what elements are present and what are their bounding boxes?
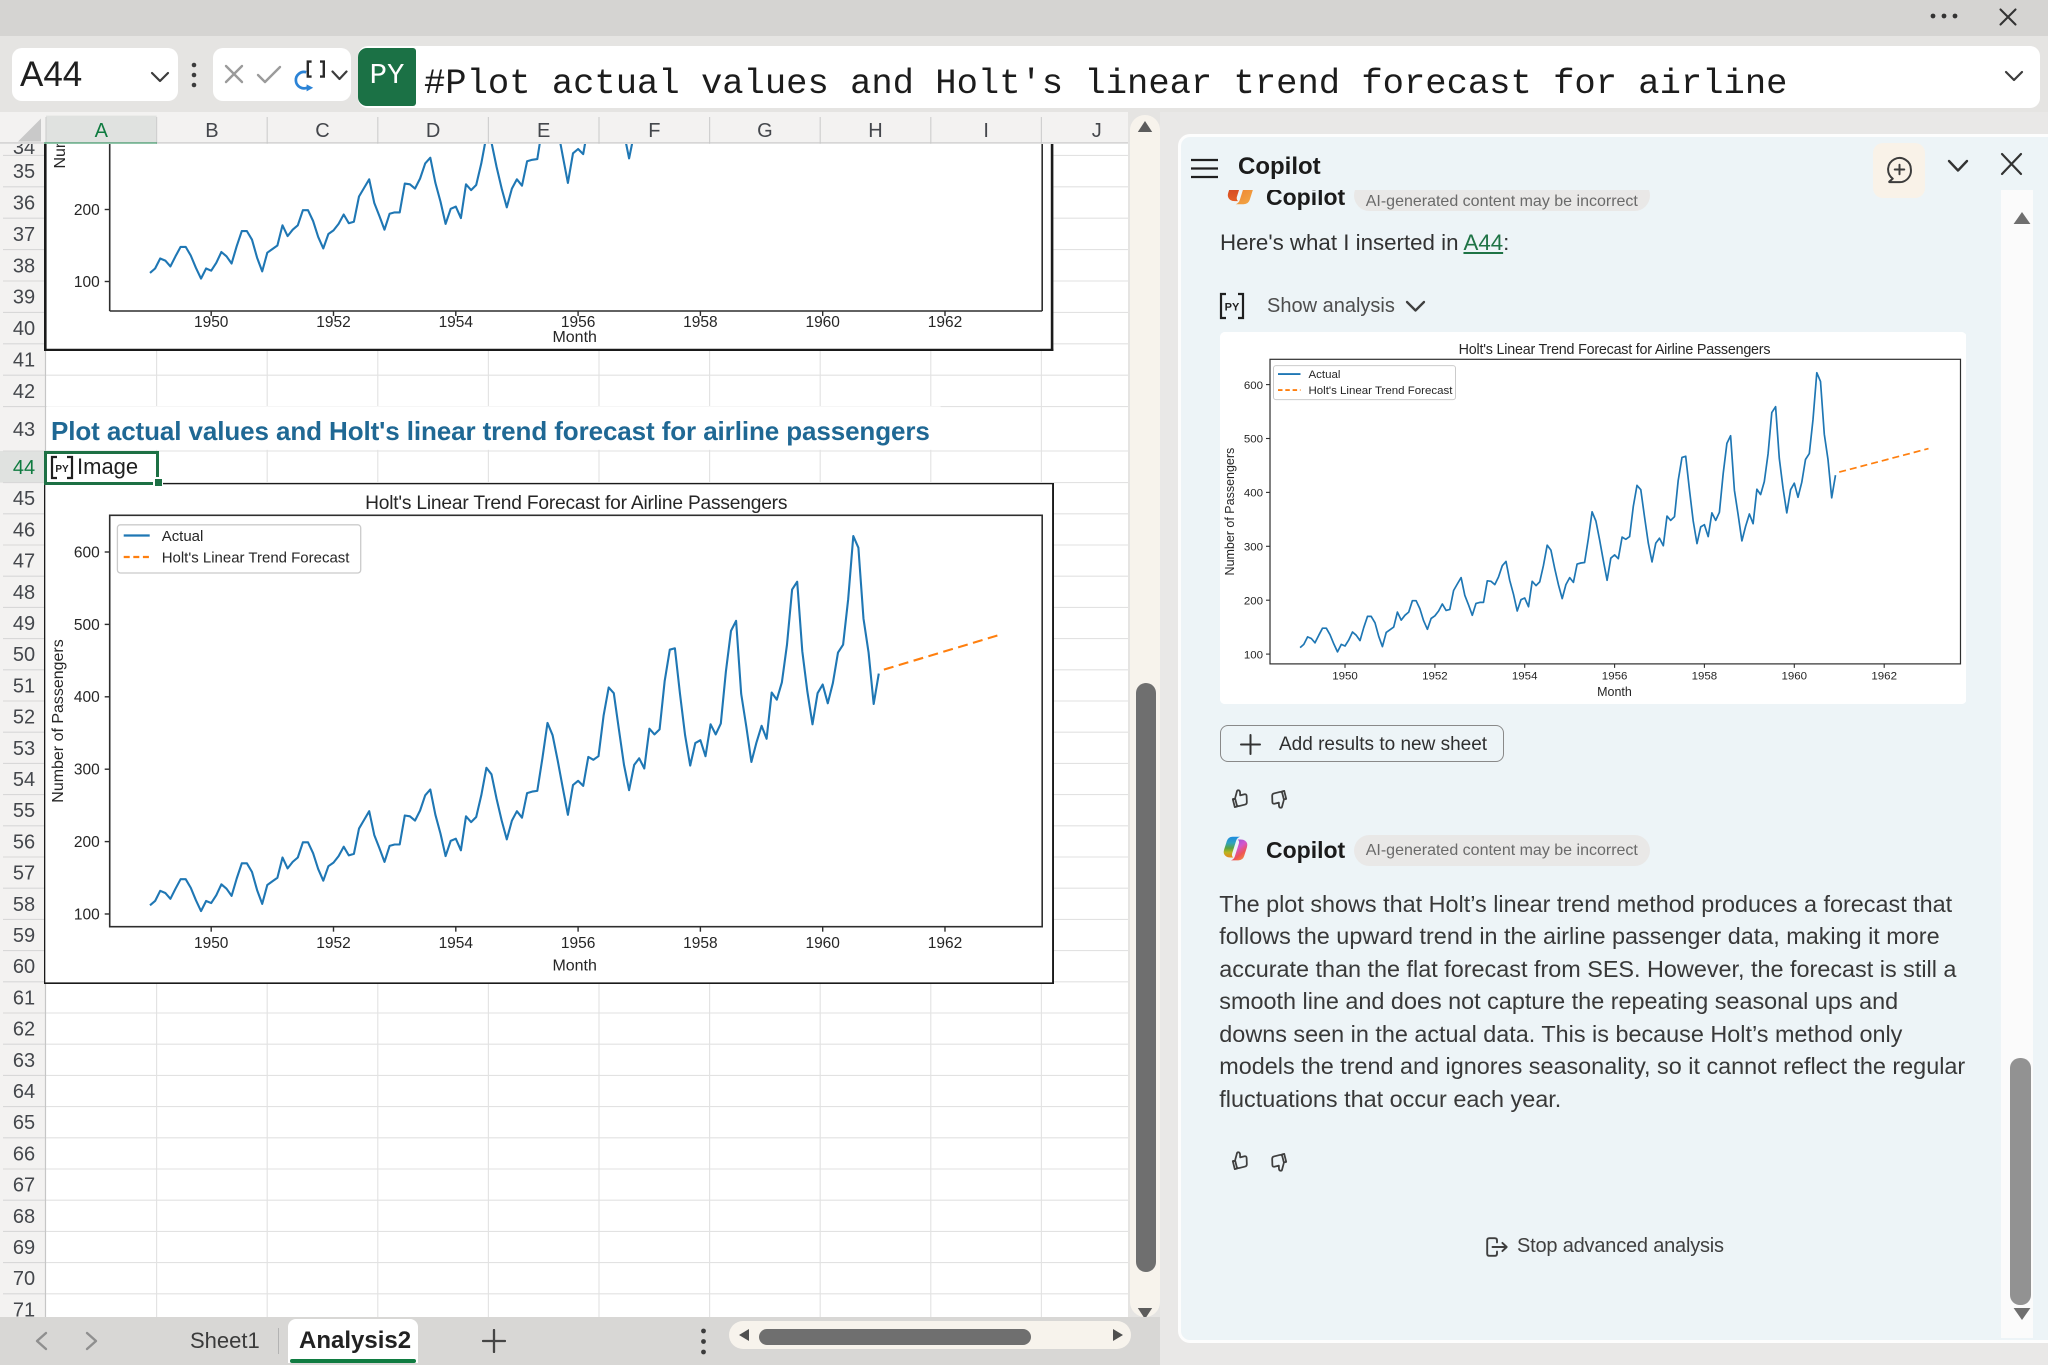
svg-text:100: 100 [74,906,100,923]
svg-text:1962: 1962 [928,313,962,330]
svg-text:B: B [205,120,218,142]
svg-text:60: 60 [13,956,35,978]
svg-text:42: 42 [13,381,35,403]
svg-text:38: 38 [13,255,35,277]
svg-text:1950: 1950 [194,935,228,952]
svg-text:57: 57 [13,863,35,885]
svg-text:1960: 1960 [806,313,840,330]
svg-text:61: 61 [13,987,35,1009]
svg-text:500: 500 [1243,434,1262,446]
svg-text:200: 200 [74,834,100,851]
svg-text:48: 48 [13,582,35,604]
svg-text:Month: Month [553,328,597,345]
svg-text:1960: 1960 [1781,671,1807,683]
svg-text:C: C [315,120,329,142]
svg-text:58: 58 [13,894,35,916]
svg-text:67: 67 [13,1175,35,1197]
svg-text:46: 46 [13,519,35,541]
svg-text:PY: PY [55,464,69,475]
svg-text:1962: 1962 [1871,671,1897,683]
svg-text:G: G [757,120,773,142]
svg-text:H: H [868,120,882,142]
svg-text:39: 39 [13,287,35,309]
svg-text:37: 37 [13,224,35,246]
svg-text:600: 600 [74,544,100,561]
svg-text:Holt's Linear Trend Forecast f: Holt's Linear Trend Forecast for Airline… [1458,342,1770,358]
svg-text:63: 63 [13,1050,35,1072]
svg-text:400: 400 [1243,488,1262,500]
svg-text:1956: 1956 [561,313,595,330]
svg-text:52: 52 [13,707,35,729]
svg-text:Holt's Linear Trend Forecast: Holt's Linear Trend Forecast [162,549,351,566]
svg-text:100: 100 [74,273,100,290]
svg-text:300: 300 [1243,542,1262,554]
svg-text:47: 47 [13,551,35,573]
svg-text:49: 49 [13,613,35,635]
svg-text:300: 300 [74,762,100,779]
svg-text:400: 400 [74,689,100,706]
svg-text:45: 45 [13,488,35,510]
svg-text:Actual: Actual [162,528,204,545]
svg-text:43: 43 [13,419,35,441]
svg-text:I: I [983,120,989,142]
svg-text:68: 68 [13,1206,35,1228]
svg-text:53: 53 [13,738,35,760]
svg-text:Month: Month [553,957,597,974]
svg-text:51: 51 [13,675,35,697]
svg-text:65: 65 [13,1112,35,1134]
svg-text:70: 70 [13,1268,35,1290]
svg-text:Month: Month [1597,685,1632,699]
svg-text:1954: 1954 [439,935,474,952]
svg-text:600: 600 [1243,380,1262,392]
svg-text:64: 64 [13,1081,35,1103]
svg-text:1962: 1962 [928,935,962,952]
svg-text:1950: 1950 [1332,671,1358,683]
svg-text:1956: 1956 [561,935,595,952]
svg-text:Holt's Linear Trend Forecast f: Holt's Linear Trend Forecast for Airline… [365,493,787,514]
svg-text:PY: PY [1224,301,1239,313]
svg-text:35: 35 [13,161,35,183]
svg-text:66: 66 [13,1143,35,1165]
svg-text:1960: 1960 [806,935,840,952]
svg-text:1954: 1954 [1511,671,1537,683]
svg-text:40: 40 [13,318,35,340]
svg-text:59: 59 [13,925,35,947]
svg-text:Holt's Linear Trend Forecast: Holt's Linear Trend Forecast [1308,386,1453,398]
svg-text:36: 36 [13,193,35,215]
svg-text:1954: 1954 [439,313,474,330]
svg-text:Number of Passengers: Number of Passengers [52,144,69,169]
svg-text:1956: 1956 [1601,671,1627,683]
svg-text:1958: 1958 [683,935,717,952]
svg-text:50: 50 [13,644,35,666]
svg-text:55: 55 [13,800,35,822]
svg-text:69: 69 [13,1237,35,1259]
svg-text:34: 34 [13,137,35,159]
svg-text:Number of Passengers: Number of Passengers [1223,448,1237,576]
svg-text:A: A [95,120,109,142]
svg-text:D: D [426,120,440,142]
svg-text:44: 44 [13,457,35,479]
svg-text:62: 62 [13,1019,35,1041]
svg-text:1952: 1952 [317,313,351,330]
svg-text:Number of Passengers: Number of Passengers [51,639,68,802]
svg-text:1958: 1958 [683,313,717,330]
svg-text:500: 500 [74,617,100,634]
svg-text:56: 56 [13,831,35,853]
svg-text:100: 100 [1243,650,1262,662]
svg-text:41: 41 [13,350,35,372]
svg-text:E: E [537,120,550,142]
svg-text:J: J [1092,120,1102,142]
svg-text:1950: 1950 [194,313,228,330]
svg-text:200: 200 [74,201,100,218]
svg-text:1952: 1952 [1422,671,1448,683]
svg-text:200: 200 [1243,596,1262,608]
svg-text:F: F [648,120,660,142]
svg-text:54: 54 [13,769,35,791]
svg-text:1952: 1952 [317,935,351,952]
svg-text:71: 71 [13,1299,35,1317]
svg-text:1958: 1958 [1691,671,1717,683]
svg-text:Actual: Actual [1308,370,1340,382]
